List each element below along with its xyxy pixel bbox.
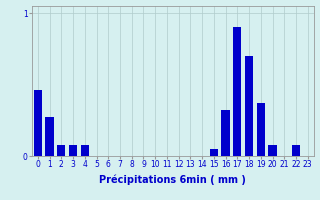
Bar: [210, 149, 218, 156]
Bar: [81, 145, 89, 156]
Bar: [69, 145, 77, 156]
Bar: [221, 110, 230, 156]
Bar: [34, 90, 42, 156]
Bar: [45, 117, 54, 156]
Bar: [233, 27, 242, 156]
Bar: [257, 103, 265, 156]
Bar: [245, 56, 253, 156]
Bar: [268, 145, 276, 156]
Bar: [292, 145, 300, 156]
Bar: [57, 145, 66, 156]
X-axis label: Précipitations 6min ( mm ): Précipitations 6min ( mm ): [100, 175, 246, 185]
